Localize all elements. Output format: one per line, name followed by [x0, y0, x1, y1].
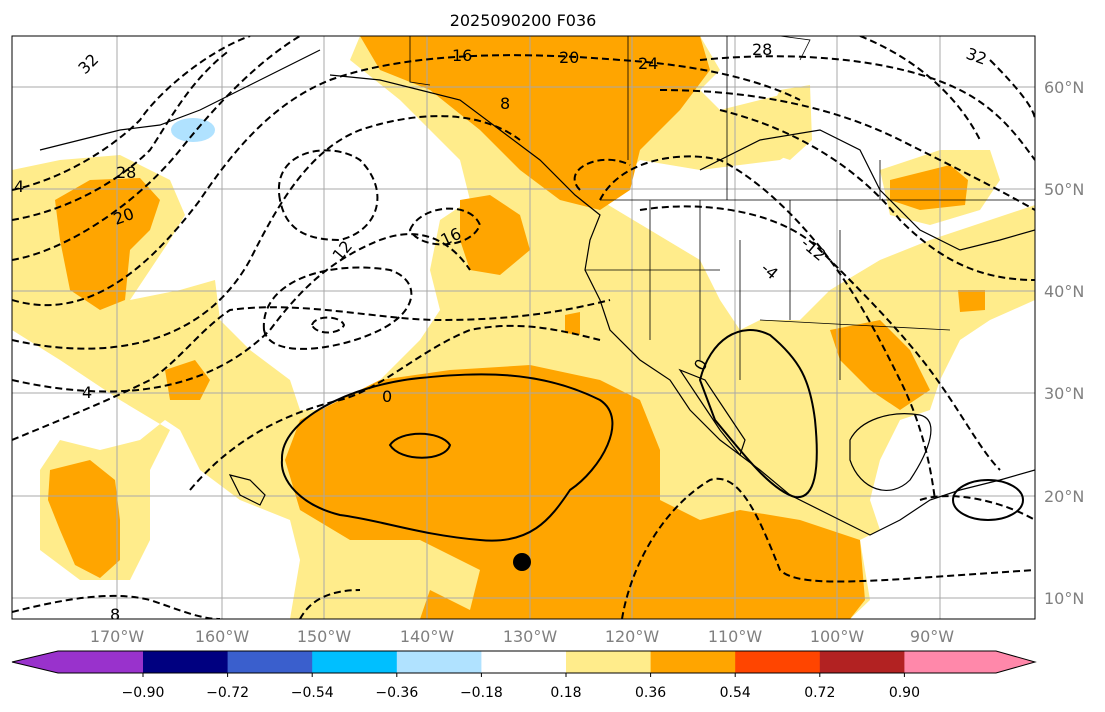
lat-axis: 60°N 50°N 40°N 30°N 20°N 10°N: [1044, 78, 1084, 608]
svg-text:0: 0: [382, 387, 392, 406]
colorbar: −0.90 −0.72 −0.54 −0.36 −0.18 0.18 0.36 0.54 0.7…: [11, 650, 1037, 701]
map-title: 2025090200 F036: [450, 11, 597, 30]
gridlines: [12, 36, 1035, 619]
svg-text:16: 16: [452, 46, 472, 65]
svg-text:20: 20: [559, 48, 579, 67]
svg-text:20°N: 20°N: [1044, 487, 1084, 506]
svg-text:110°W: 110°W: [708, 627, 763, 646]
colorbar-segment: [143, 651, 229, 673]
colorbar-tick-label: 0.18: [550, 685, 581, 701]
svg-text:10°N: 10°N: [1044, 589, 1084, 608]
contours: [12, 36, 1035, 619]
svg-text:28: 28: [752, 40, 772, 59]
station-dot: [513, 553, 531, 571]
colorbar-segment: [566, 651, 652, 673]
svg-text:60°N: 60°N: [1044, 78, 1084, 97]
colorbar-segment: [481, 651, 567, 673]
svg-text:170°W: 170°W: [90, 627, 145, 646]
colorbar-tick-label: −0.36: [375, 685, 418, 701]
colorbar-segment: [735, 651, 821, 673]
shading-0.36-0.54: [48, 36, 985, 619]
colorbar-tick-label: −0.18: [460, 685, 503, 701]
colorbar-tick-label: 0.36: [635, 685, 666, 701]
colorbar-tick-label: −0.54: [291, 685, 334, 701]
colorbar-tick-label: 0.54: [720, 685, 751, 701]
colorbar-outline: [11, 650, 1037, 674]
svg-text:40°N: 40°N: [1044, 282, 1084, 301]
coastlines: [39, 36, 1035, 536]
svg-text:28: 28: [116, 163, 136, 182]
colorbar-segment: [650, 651, 736, 673]
svg-text:160°W: 160°W: [195, 627, 250, 646]
colorbar-segment: [904, 651, 1035, 673]
svg-text:4: 4: [82, 383, 92, 402]
svg-text:90°W: 90°W: [910, 627, 954, 646]
svg-text:4: 4: [14, 177, 24, 196]
lon-axis: 170°W 160°W 150°W 140°W 130°W 120°W 110°…: [90, 627, 954, 646]
colorbar-tick-label: −0.72: [206, 685, 249, 701]
colorbar-tick-label: −0.90: [122, 685, 165, 701]
svg-text:50°N: 50°N: [1044, 180, 1084, 199]
colorbar-segment: [396, 651, 482, 673]
svg-text:24: 24: [638, 54, 658, 73]
svg-text:100°W: 100°W: [810, 627, 865, 646]
colorbar-tick-label: 0.72: [804, 685, 835, 701]
svg-text:120°W: 120°W: [605, 627, 660, 646]
svg-text:30°N: 30°N: [1044, 384, 1084, 403]
map-area: 32 16 20 24 28 8 28 20 4 12 16 -12 4 0 0…: [12, 36, 1035, 624]
svg-text:150°W: 150°W: [297, 627, 352, 646]
svg-text:130°W: 130°W: [503, 627, 558, 646]
svg-text:140°W: 140°W: [400, 627, 455, 646]
colorbar-tick-label: 0.90: [889, 685, 920, 701]
colorbar-segment: [12, 651, 143, 673]
svg-text:8: 8: [500, 94, 510, 113]
colorbar-segment: [227, 651, 313, 673]
colorbar-segment: [312, 651, 398, 673]
map-frame: [11, 35, 1036, 620]
colorbar-segment: [819, 651, 905, 673]
shading-negative: [171, 118, 215, 142]
svg-text:8: 8: [110, 605, 120, 624]
